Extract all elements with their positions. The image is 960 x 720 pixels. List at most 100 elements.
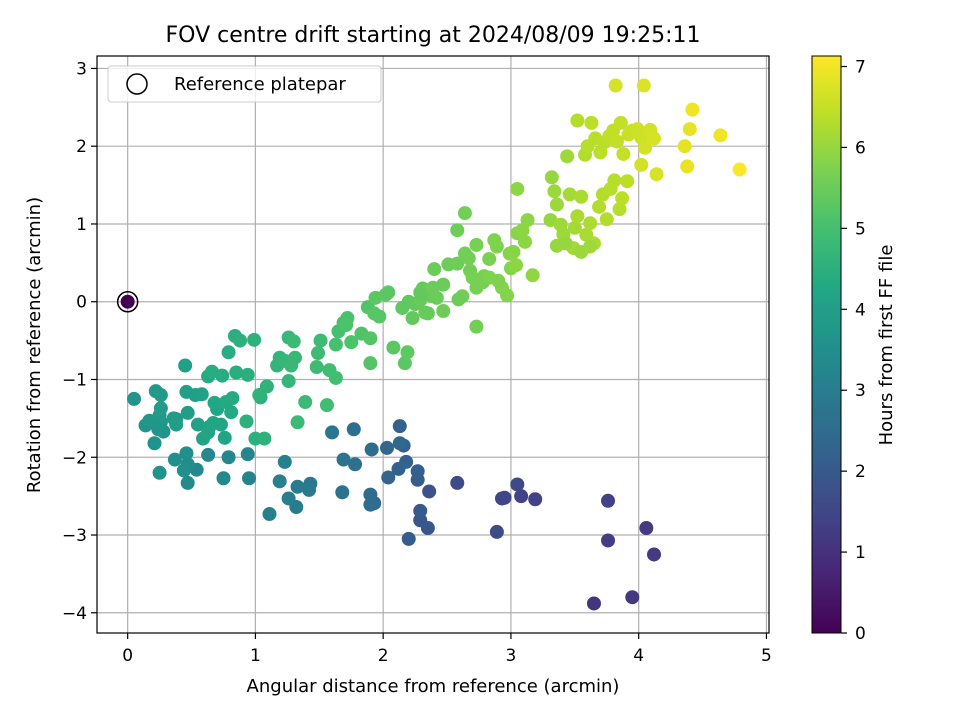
data-point — [242, 471, 257, 486]
data-point — [560, 149, 575, 164]
data-point — [436, 304, 451, 319]
data-point — [685, 102, 700, 117]
data-point — [286, 334, 301, 349]
data-point — [469, 319, 484, 334]
data-point — [620, 174, 635, 189]
data-point — [216, 471, 231, 486]
chart-title: FOV centre drift starting at 2024/08/09 … — [166, 23, 701, 48]
colorbar-label: Hours from first FF file — [876, 245, 897, 446]
data-point — [252, 388, 267, 403]
data-point — [491, 273, 506, 288]
plot-frame — [96, 55, 770, 634]
data-point — [179, 446, 194, 461]
data-point — [514, 489, 529, 504]
data-point — [510, 181, 525, 196]
data-point — [422, 484, 437, 499]
y-tick-label: −3 — [62, 526, 87, 546]
data-point — [229, 365, 244, 380]
x-tick-label: 0 — [122, 646, 133, 666]
data-point — [328, 337, 343, 352]
data-point — [517, 234, 532, 249]
data-point — [363, 487, 378, 502]
data-point — [381, 470, 396, 485]
y-tick-label: −2 — [62, 448, 87, 468]
data-point — [281, 491, 296, 506]
y-tick-label: −1 — [62, 370, 87, 390]
data-point — [634, 157, 649, 172]
data-point — [713, 128, 728, 143]
data-point — [528, 492, 543, 507]
y-axis-ticks: −4 −3 −2 −1 0 1 2 3 — [62, 59, 97, 624]
data-point — [213, 417, 228, 432]
y-axis-label: Rotation from reference (arcmin) — [24, 197, 45, 493]
data-point — [180, 475, 195, 490]
y-tick-label: 3 — [76, 59, 87, 79]
data-point — [410, 464, 425, 479]
colorbar-tick-label: 1 — [855, 543, 866, 563]
data-point — [489, 239, 504, 254]
data-point — [392, 419, 407, 434]
data-point — [608, 78, 623, 93]
y-tick-label: 2 — [76, 137, 87, 157]
colorbar-tick-label: 6 — [855, 138, 866, 158]
data-point — [147, 436, 162, 451]
data-point — [647, 547, 662, 562]
data-point — [311, 346, 326, 361]
data-point — [625, 590, 640, 605]
x-tick-label: 2 — [378, 646, 389, 666]
data-point — [612, 202, 627, 217]
data-point — [363, 356, 378, 371]
data-point — [368, 290, 383, 305]
data-point — [450, 256, 465, 271]
data-point — [221, 450, 236, 465]
colorbar-tick-label: 2 — [855, 462, 866, 482]
data-point — [240, 447, 255, 462]
data-point — [649, 167, 664, 182]
data-point — [520, 213, 535, 228]
colorbar-tick-label: 5 — [855, 219, 866, 239]
data-point — [302, 482, 317, 497]
legend-box — [107, 65, 382, 103]
data-point — [601, 533, 616, 548]
data-point — [397, 356, 412, 371]
data-point — [372, 309, 387, 324]
data-point — [328, 370, 343, 385]
colorbar-tick-label: 0 — [855, 624, 866, 644]
data-point — [509, 258, 524, 273]
x-tick-label: 3 — [506, 646, 517, 666]
data-point — [599, 212, 614, 227]
data-point — [636, 78, 651, 93]
data-point — [363, 497, 378, 512]
data-point — [574, 189, 589, 204]
data-point — [500, 288, 515, 303]
data-point — [225, 391, 240, 406]
data-point — [277, 454, 292, 469]
data-point — [450, 223, 465, 238]
data-point — [180, 405, 195, 420]
data-point — [364, 442, 379, 457]
data-point — [217, 430, 232, 445]
data-point — [309, 360, 324, 375]
x-tick-label: 4 — [633, 646, 644, 666]
data-points — [116, 78, 747, 611]
data-point — [525, 268, 540, 283]
data-point — [319, 398, 334, 413]
data-point — [344, 335, 359, 350]
data-point — [363, 331, 378, 346]
data-point — [167, 452, 182, 467]
data-point — [609, 134, 624, 149]
data-point — [562, 187, 577, 202]
y-tick-label: −4 — [62, 604, 87, 624]
data-point — [386, 340, 401, 355]
data-point — [153, 401, 168, 416]
y-tick-label: 1 — [76, 215, 87, 235]
data-point — [339, 318, 354, 333]
data-point — [247, 332, 262, 347]
colorbar-tick-label: 3 — [855, 381, 866, 401]
data-point — [583, 239, 598, 254]
data-point — [457, 206, 472, 221]
data-point — [290, 415, 305, 430]
grid-lines — [97, 56, 769, 633]
data-point — [682, 122, 697, 137]
